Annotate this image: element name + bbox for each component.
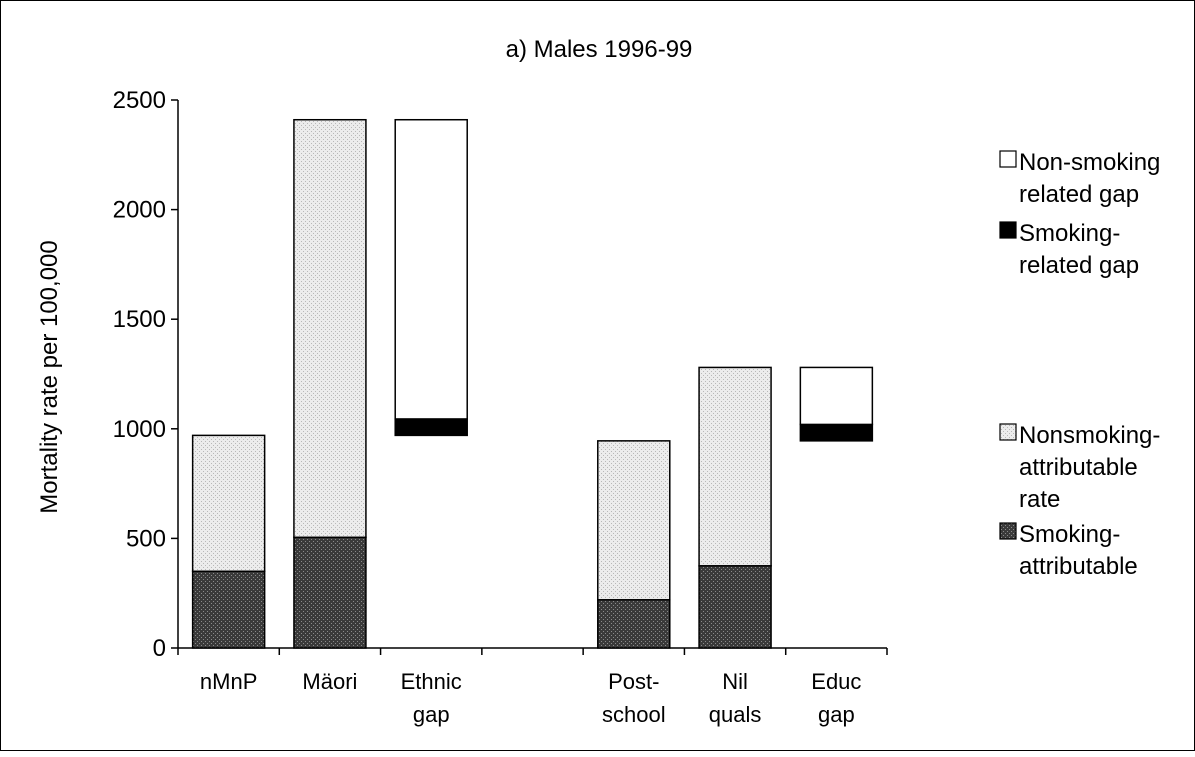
legend-swatch-smoking-gap bbox=[999, 221, 1017, 239]
x-tick-label: Educ bbox=[811, 669, 861, 694]
bar-nonsmoking-attributable-rate bbox=[191, 434, 266, 573]
legend-label: related gap bbox=[1019, 181, 1139, 208]
bar-smoking-attributable bbox=[191, 570, 266, 649]
legend-swatch-nonsmoking-attr bbox=[999, 423, 1017, 441]
legend-label: Nonsmoking- bbox=[1019, 422, 1160, 449]
x-tick-label: nMnP bbox=[200, 669, 257, 694]
y-tick-label: 2500 bbox=[113, 87, 166, 114]
x-tick-label: Mäori bbox=[302, 669, 357, 694]
legend-label: Smoking- bbox=[1019, 521, 1120, 548]
y-tick-label: 0 bbox=[153, 635, 166, 662]
x-tick-label: quals bbox=[709, 702, 762, 727]
bar-smoking-attributable bbox=[698, 565, 772, 649]
bar-layer bbox=[191, 118, 874, 649]
bar-smoking-attributable bbox=[293, 536, 367, 649]
legend-label: related gap bbox=[1019, 252, 1139, 279]
legend-label: Smoking- bbox=[1019, 220, 1120, 247]
legend-label: attributable bbox=[1019, 553, 1138, 580]
y-tick-label: 1000 bbox=[113, 416, 166, 443]
y-tick-label: 1500 bbox=[113, 306, 166, 333]
y-axis-label: Mortality rate per 100,000 bbox=[36, 240, 63, 513]
y-tick-label: 500 bbox=[126, 525, 166, 552]
bar-nonsmoking-attributable-rate bbox=[597, 440, 671, 601]
x-tick-label: Ethnic bbox=[401, 669, 462, 694]
bar-smoking-attributable bbox=[597, 599, 671, 649]
y-tick-label: 2000 bbox=[113, 197, 166, 224]
bar-smoking-related-gap bbox=[394, 418, 468, 437]
legend-label: attributable bbox=[1019, 454, 1138, 481]
x-tick-label: Post- bbox=[608, 669, 659, 694]
legend: Non-smoking related gap Smoking-related ga… bbox=[999, 149, 1160, 580]
x-tick-labels: nMnP Mäori Ethnic gap Post-school Nil quals Edu… bbox=[200, 669, 862, 727]
legend-swatch-smoking-attr bbox=[999, 522, 1017, 540]
x-tick-label: gap bbox=[818, 702, 855, 727]
legend-label: Non-smoking bbox=[1019, 149, 1160, 176]
bar-smoking-related-gap bbox=[799, 423, 874, 442]
bar-non-smoking-related-gap bbox=[394, 118, 468, 420]
x-tick-label: Nil bbox=[722, 669, 748, 694]
chart-title: a) Males 1996-99 bbox=[506, 36, 693, 63]
x-tick-label: school bbox=[602, 702, 666, 727]
bar-nonsmoking-attributable-rate bbox=[293, 118, 367, 539]
bar-nonsmoking-attributable-rate bbox=[698, 366, 772, 567]
legend-label: rate bbox=[1019, 486, 1060, 513]
bar-non-smoking-related-gap bbox=[799, 366, 874, 426]
legend-swatch-non-smoking-gap bbox=[999, 150, 1017, 168]
x-tick-label: gap bbox=[413, 702, 450, 727]
